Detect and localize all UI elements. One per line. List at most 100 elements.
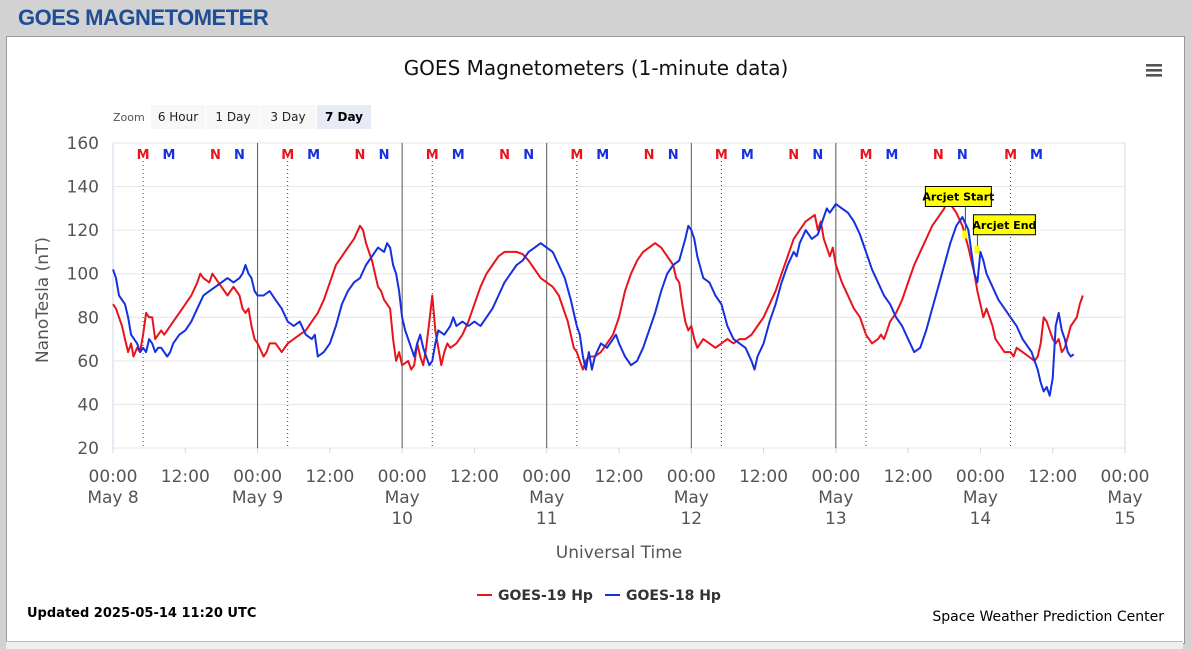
annotation-marker <box>962 230 968 239</box>
x-tick-date-label: May <box>674 488 709 508</box>
x-tick-date-label: 14 <box>970 509 992 529</box>
x-tick-date-label: May <box>1107 488 1142 508</box>
zoom-6-hour-label[interactable]: 6 Hour <box>158 110 198 124</box>
top-marker-label: M <box>307 148 320 163</box>
legend: GOES-19 Hp GOES-18 Hp <box>477 588 721 604</box>
series-line-goes19 <box>112 198 1084 371</box>
chart-title: GOES Magnetometers (1-minute data) <box>404 56 789 80</box>
top-marker-label: N <box>499 148 510 163</box>
chart-panel: GOES Magnetometers (1-minute data) Zoom … <box>6 36 1185 644</box>
x-axis-label: Universal Time <box>556 543 682 563</box>
top-marker-label: N <box>644 148 655 163</box>
top-marker-label: M <box>1030 148 1043 163</box>
top-marker-label: M <box>860 148 873 163</box>
x-tick-label: 12:00 <box>161 467 210 487</box>
top-marker-label: M <box>426 148 439 163</box>
y-tick-label: 20 <box>77 439 99 459</box>
top-marker-label: M <box>281 148 294 163</box>
x-tick-date-label: May <box>529 488 564 508</box>
y-tick-label: 80 <box>77 308 99 328</box>
x-tick-label: 00:00 <box>89 467 138 487</box>
top-marker-label: N <box>379 148 390 163</box>
x-tick-date-label: 13 <box>825 509 847 529</box>
top-marker-label: N <box>933 148 944 163</box>
top-marker-label: M <box>596 148 609 163</box>
x-tick-label: 00:00 <box>233 467 282 487</box>
top-marker-label: M <box>715 148 728 163</box>
top-marker-label: M <box>163 148 176 163</box>
x-tick-label: 00:00 <box>667 467 716 487</box>
x-tick-label: 00:00 <box>378 467 427 487</box>
zoom-6-hour-button-bg[interactable] <box>151 105 205 129</box>
hamburger-menu-icon[interactable] <box>1145 63 1163 79</box>
zoom-3-day-button-bg[interactable] <box>261 105 316 129</box>
x-tick-label: 12:00 <box>450 467 499 487</box>
zoom-7-day-label[interactable]: 7 Day <box>325 110 363 124</box>
x-tick-date-label: 10 <box>391 509 413 529</box>
x-tick-label: 12:00 <box>1028 467 1077 487</box>
credit-text: Space Weather Prediction Center <box>932 609 1164 625</box>
top-marker-label: N <box>668 148 679 163</box>
y-axis-label: NanoTesla (nT) <box>33 237 53 363</box>
zoom-6-hour-button[interactable]: 6 Hour <box>151 105 205 129</box>
top-marker-label: N <box>234 148 245 163</box>
zoom-7-day-button-bg[interactable] <box>317 105 371 129</box>
x-tick-label: 00:00 <box>1101 467 1150 487</box>
y-tick-label: 60 <box>77 352 99 372</box>
annotation-label-arcjet-start: Arcjet Start <box>922 191 994 204</box>
page-header: GOES MAGNETOMETER <box>0 0 1191 36</box>
top-marker-label: N <box>355 148 366 163</box>
zoom-controls: Zoom 6 Hour 1 Day 3 Day 7 Day <box>113 105 371 129</box>
annotation-label-arcjet-end: Arcjet End <box>972 219 1036 232</box>
zoom-3-day-label[interactable]: 3 Day <box>270 110 305 124</box>
y-tick-label: 100 <box>67 265 99 285</box>
x-tick-date-label: May <box>818 488 853 508</box>
y-tick-label: 160 <box>67 134 99 154</box>
top-marker-label: M <box>137 148 150 163</box>
x-tick-label: 12:00 <box>305 467 354 487</box>
zoom-1-day-button-bg[interactable] <box>206 105 260 129</box>
x-tick-label: 12:00 <box>739 467 788 487</box>
x-tick-label: 12:00 <box>884 467 933 487</box>
legend-item-goes19[interactable]: GOES-19 Hp <box>477 588 593 604</box>
x-tick-date-label: May <box>963 488 998 508</box>
top-marker-label: M <box>741 148 754 163</box>
x-tick-label: 00:00 <box>811 467 860 487</box>
x-tick-date-label: 12 <box>680 509 702 529</box>
top-marker-label: M <box>1004 148 1017 163</box>
y-tick-label: 40 <box>77 395 99 415</box>
updated-timestamp: Updated 2025-05-14 11:20 UTC <box>27 606 256 621</box>
x-tick-date-label: 15 <box>1114 509 1136 529</box>
zoom-1-day-label[interactable]: 1 Day <box>215 110 250 124</box>
zoom-1-day-button[interactable]: 1 Day <box>206 105 260 129</box>
top-marker-label: M <box>570 148 583 163</box>
zoom-label: Zoom <box>113 111 145 124</box>
x-tick-date-label: May 8 <box>87 488 138 508</box>
x-tick-date-label: May <box>385 488 420 508</box>
top-marker-label: N <box>523 148 534 163</box>
legend-item-goes18[interactable]: GOES-18 Hp <box>605 588 721 604</box>
x-tick-label: 00:00 <box>956 467 1005 487</box>
top-marker-label: N <box>812 148 823 163</box>
x-tick-date-label: May 9 <box>232 488 283 508</box>
y-tick-label: 140 <box>67 178 99 198</box>
x-tick-label: 00:00 <box>522 467 571 487</box>
zoom-3-day-button[interactable]: 3 Day <box>261 105 316 129</box>
x-tick-date-label: 11 <box>536 509 558 529</box>
top-marker-label: N <box>957 148 968 163</box>
top-marker-label: M <box>452 148 465 163</box>
top-marker-label: M <box>885 148 898 163</box>
legend-label-goes18[interactable]: GOES-18 Hp <box>626 588 721 604</box>
y-tick-label: 120 <box>67 221 99 241</box>
zoom-7-day-button[interactable]: 7 Day <box>317 105 371 129</box>
magnetometer-chart: GOES Magnetometers (1-minute data) Zoom … <box>27 56 1164 625</box>
annotation-box-arcjet-start <box>924 186 992 207</box>
legend-label-goes19[interactable]: GOES-19 Hp <box>498 588 593 604</box>
bottom-strip <box>6 641 1183 649</box>
series-line-goes18 <box>112 203 1075 397</box>
top-marker-label: N <box>788 148 799 163</box>
annotation-box-arcjet-end <box>972 214 1036 236</box>
top-marker-label: N <box>210 148 221 163</box>
page-title: GOES MAGNETOMETER <box>18 5 269 30</box>
